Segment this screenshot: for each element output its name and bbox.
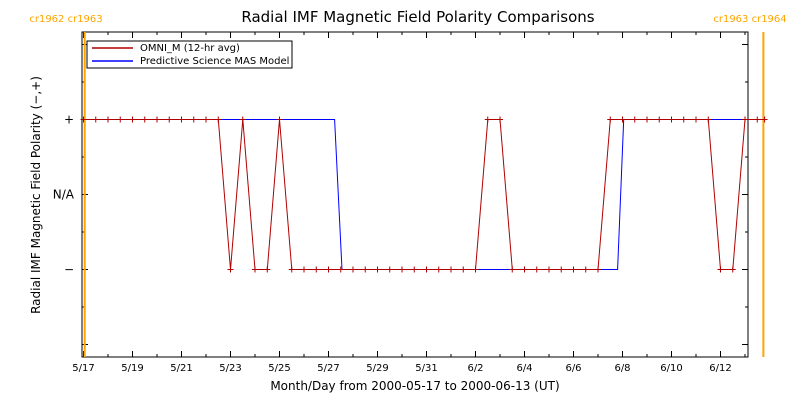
y-tick-label: − <box>64 263 74 277</box>
omni-point <box>117 116 124 123</box>
omni-point <box>337 266 344 273</box>
omni-point <box>693 116 699 123</box>
omni-point <box>742 116 748 123</box>
omni-point <box>484 116 491 123</box>
omni-point <box>252 266 258 273</box>
omni-point <box>166 116 173 123</box>
omni-point <box>215 116 222 123</box>
omni-point <box>129 116 136 123</box>
omni-point <box>631 116 638 123</box>
cr-boundary-label: cr1962 cr1963 <box>29 14 102 25</box>
x-tick-label: 6/12 <box>709 363 731 374</box>
carrington-rotation-labels: cr1962 cr1963 cr1963 cr1964 <box>29 14 786 25</box>
omni-point <box>154 116 160 123</box>
x-tick-label: 5/19 <box>121 363 143 374</box>
y-tick-label: + <box>64 113 74 127</box>
x-tick-label: 5/21 <box>170 363 192 374</box>
omni-point <box>668 116 675 123</box>
x-axis-label: Month/Day from 2000-05-17 to 2000-06-13 … <box>270 379 559 393</box>
x-tick-label: 6/10 <box>660 363 682 374</box>
y-axis-ticks: + N/A − <box>53 44 748 345</box>
legend: OMNI_M (12-hr avg) Predictive Science MA… <box>86 40 293 69</box>
omni-point <box>105 116 111 123</box>
omni-point <box>761 116 768 123</box>
x-tick-label: 5/29 <box>366 363 388 374</box>
legend-mas-label: Predictive Science MAS Model <box>140 56 289 67</box>
cr-boundary-label: cr1963 cr1964 <box>713 14 786 25</box>
omni-point <box>448 266 454 273</box>
omni-point <box>288 266 295 273</box>
omni-point <box>374 266 381 273</box>
omni-point <box>705 116 712 123</box>
mas-model-line <box>83 119 765 270</box>
omni-point <box>190 116 197 123</box>
omni-point <box>644 116 650 123</box>
x-tick-label: 6/6 <box>565 363 581 374</box>
omni-point <box>399 266 405 273</box>
omni-point <box>570 266 577 273</box>
x-tick-label: 6/4 <box>516 363 532 374</box>
chart-title: Radial IMF Magnetic Field Polarity Compa… <box>241 8 594 26</box>
legend-box <box>86 40 293 69</box>
y-axis-label: Radial IMF Magnetic Field Polarity (−,+) <box>29 76 43 314</box>
plot-frame <box>81 31 749 358</box>
omni-point <box>80 116 87 123</box>
omni-point <box>497 116 503 123</box>
carrington-rotation-lines <box>83 32 765 357</box>
x-tick-label: 5/17 <box>72 363 94 374</box>
x-axis-ticks: 5/17 5/19 5/21 5/23 5/25 5/27 5/29 5/31 6/2 6/4 6/… <box>72 32 746 374</box>
omni-point <box>239 116 246 123</box>
omni-point <box>435 266 442 273</box>
omni-point <box>533 266 540 273</box>
omni-point <box>411 266 418 273</box>
omni-point <box>92 116 99 123</box>
y-tick-label: N/A <box>53 188 75 202</box>
omni-point <box>754 116 761 123</box>
omni-point <box>227 266 234 273</box>
omni-point <box>582 266 589 273</box>
omni-point <box>313 266 320 273</box>
omni-point <box>607 116 614 123</box>
omni-point <box>472 266 479 273</box>
omni-point <box>680 116 687 123</box>
x-tick-label: 6/2 <box>467 363 483 374</box>
omni-point <box>717 266 724 273</box>
omni-point <box>264 266 271 273</box>
omni-point <box>558 266 565 273</box>
omni-point <box>362 266 369 273</box>
legend-omni-label: OMNI_M (12-hr avg) <box>140 43 240 54</box>
omni-point <box>386 266 393 273</box>
omni-point <box>656 116 663 123</box>
omni-line <box>83 119 765 270</box>
omni-point <box>460 266 467 273</box>
x-tick-label: 5/27 <box>317 363 339 374</box>
series-layer <box>80 116 768 273</box>
omni-point <box>619 116 626 123</box>
omni-point <box>276 116 283 123</box>
omni-point <box>521 266 528 273</box>
omni-point <box>141 116 148 123</box>
x-tick-label: 5/25 <box>268 363 290 374</box>
omni-point <box>301 266 307 273</box>
omni-point <box>178 116 185 123</box>
omni-point <box>423 266 430 273</box>
omni-point <box>729 266 736 273</box>
omni-point <box>595 266 601 273</box>
omni-point <box>546 266 552 273</box>
omni-point <box>325 266 332 273</box>
omni-point <box>350 266 356 273</box>
omni-point <box>203 116 209 123</box>
x-tick-label: 6/8 <box>614 363 630 374</box>
x-tick-label: 5/31 <box>415 363 437 374</box>
x-tick-label: 5/23 <box>219 363 241 374</box>
omni-point <box>509 266 516 273</box>
